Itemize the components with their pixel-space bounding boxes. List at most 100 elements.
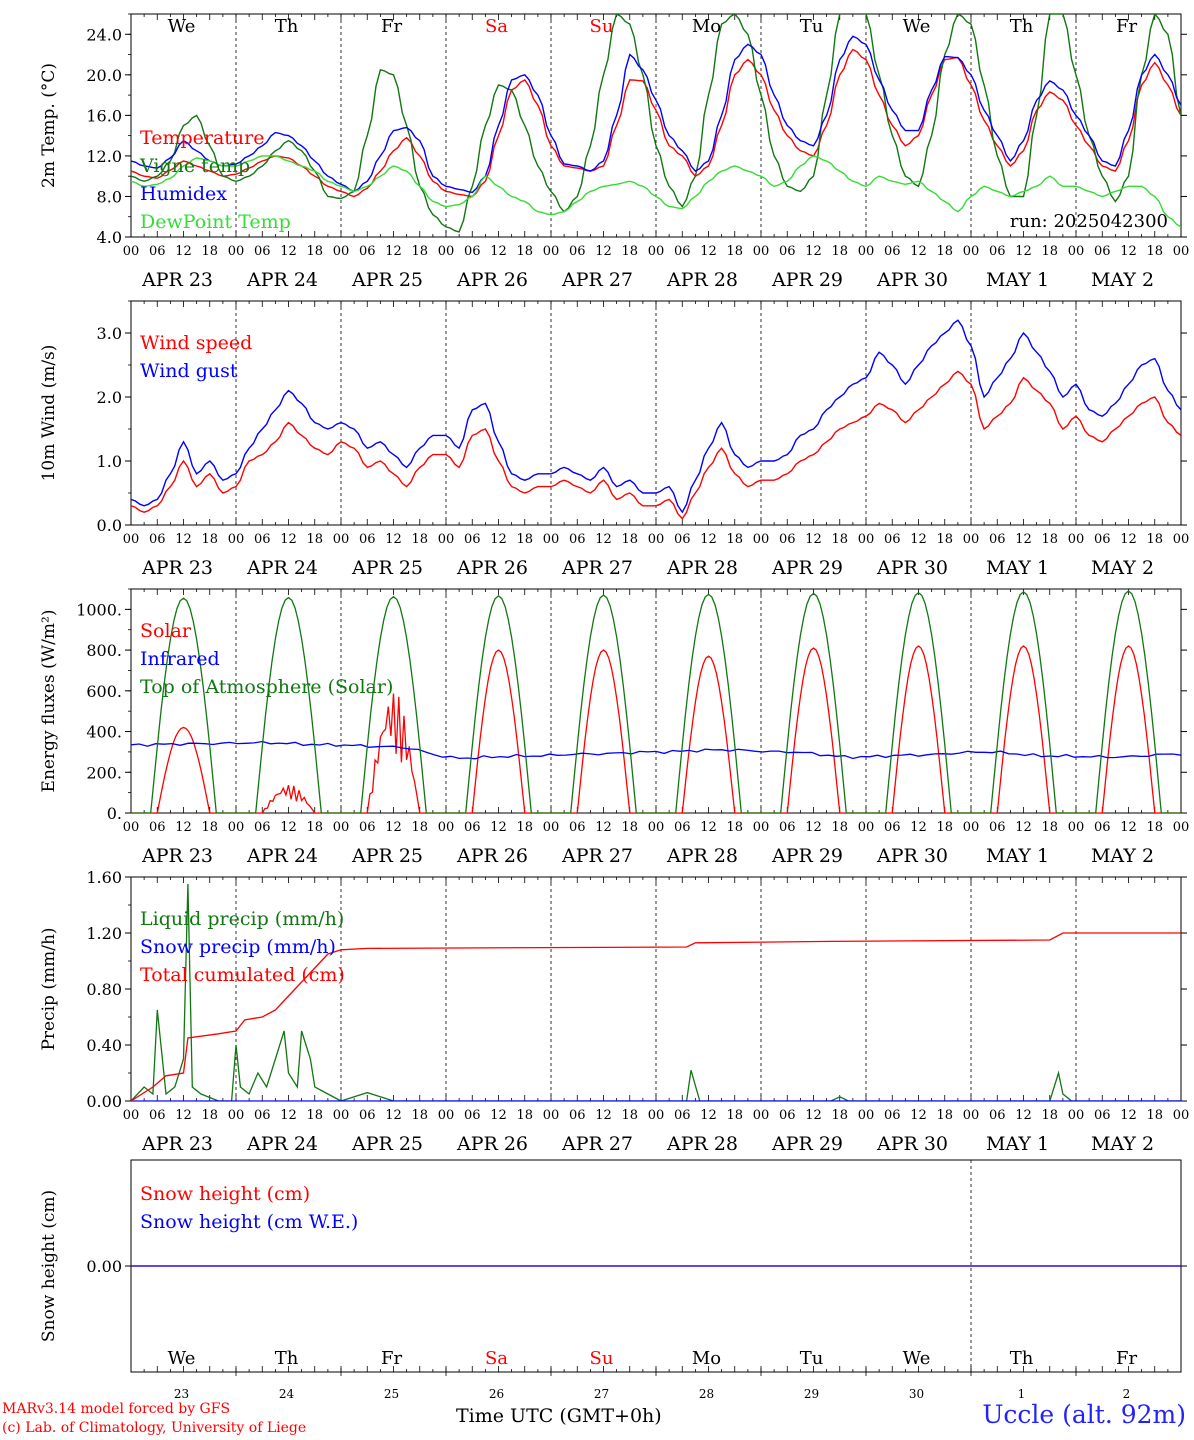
- date-label: APR 30: [876, 557, 948, 579]
- hour-label: 00: [648, 532, 665, 547]
- hour-label: 00: [438, 244, 455, 259]
- model-credit: MARv3.14 model forced by GFS (c) Lab. of…: [2, 1400, 306, 1438]
- hour-label: 18: [516, 244, 533, 259]
- hour-label: 06: [464, 820, 481, 835]
- date-label: APR 26: [456, 557, 528, 579]
- hour-label: 18: [201, 244, 218, 259]
- hour-label: 18: [1041, 820, 1058, 835]
- hour-label: 12: [280, 1108, 297, 1123]
- date-label: APR 24: [246, 269, 318, 291]
- hour-label: 18: [201, 820, 218, 835]
- hour-label: 12: [805, 244, 822, 259]
- hour-label: 18: [411, 244, 428, 259]
- date-label: APR 26: [456, 845, 528, 867]
- hour-label: 00: [648, 244, 665, 259]
- legend-entry: Total cumulated (cm): [140, 964, 345, 986]
- hour-label: 00: [333, 244, 350, 259]
- date-label: APR 29: [771, 1133, 843, 1155]
- hour-label: 18: [306, 1108, 323, 1123]
- hour-label: 18: [831, 244, 848, 259]
- hour-label: 12: [700, 244, 717, 259]
- hour-label: 12: [1015, 532, 1032, 547]
- y-tick-label: 2.0: [97, 388, 122, 407]
- hour-label: 06: [884, 1108, 901, 1123]
- hour-label: 12: [700, 820, 717, 835]
- legend-entry: Wind speed: [140, 332, 252, 354]
- date-label: APR 23: [141, 269, 213, 291]
- hour-label: 12: [1120, 532, 1137, 547]
- hour-label: 06: [674, 1108, 691, 1123]
- hour-label: 12: [280, 820, 297, 835]
- date-label: APR 27: [561, 845, 633, 867]
- hour-label: 06: [464, 532, 481, 547]
- hour-label: 00: [123, 1108, 140, 1123]
- plot-frame: [130, 13, 1182, 238]
- date-label: APR 23: [141, 845, 213, 867]
- hour-label: 18: [411, 1108, 428, 1123]
- hour-label: 18: [516, 532, 533, 547]
- day-number-label: 29: [804, 1387, 819, 1400]
- legend-entry: Vigne temp: [139, 155, 250, 177]
- day-number-label: 1: [1018, 1387, 1026, 1400]
- day-number-label: 25: [384, 1387, 399, 1400]
- legend-entry: Snow height (cm W.E.): [140, 1211, 358, 1233]
- hour-label: 00: [753, 244, 770, 259]
- lab-line: (c) Lab. of Climatology, University of L…: [2, 1420, 307, 1436]
- weekday-label: Th: [1010, 1348, 1034, 1369]
- hour-label: 06: [884, 532, 901, 547]
- hour-label: 06: [464, 244, 481, 259]
- hour-label: 00: [648, 1108, 665, 1123]
- date-label: APR 29: [771, 269, 843, 291]
- date-label: APR 23: [141, 557, 213, 579]
- hour-label: 18: [936, 532, 953, 547]
- hour-label: 18: [936, 820, 953, 835]
- legend-entry: Solar: [140, 620, 192, 642]
- day-number-label: 27: [594, 1387, 609, 1400]
- hour-label: 18: [621, 532, 638, 547]
- hour-label: 18: [201, 532, 218, 547]
- hour-label: 18: [936, 1108, 953, 1123]
- hour-label: 18: [411, 532, 428, 547]
- hour-label: 00: [228, 1108, 245, 1123]
- hour-label: 12: [595, 244, 612, 259]
- date-label: APR 29: [771, 845, 843, 867]
- date-label: MAY 1: [986, 1133, 1049, 1155]
- hour-label: 00: [963, 1108, 980, 1123]
- hour-label: 06: [1094, 244, 1111, 259]
- date-label: APR 25: [351, 845, 423, 867]
- hour-label: 00: [963, 244, 980, 259]
- model-line: MARv3.14 model forced by GFS: [2, 1401, 231, 1417]
- y-tick-label: 1.0: [97, 452, 122, 471]
- date-label: MAY 1: [986, 557, 1049, 579]
- hour-label: 00: [1068, 244, 1085, 259]
- date-label: APR 28: [666, 557, 738, 579]
- hour-label: 12: [175, 1108, 192, 1123]
- hour-label: 00: [543, 1108, 560, 1123]
- hour-label: 06: [989, 244, 1006, 259]
- date-label: APR 30: [876, 269, 948, 291]
- date-label: MAY 2: [1091, 269, 1154, 291]
- hour-label: 06: [359, 244, 376, 259]
- hour-label: 06: [569, 532, 586, 547]
- weekday-label: Su: [590, 16, 614, 37]
- hour-label: 00: [123, 532, 140, 547]
- hour-label: 00: [543, 244, 560, 259]
- date-label: APR 24: [246, 557, 318, 579]
- hour-label: 12: [385, 820, 402, 835]
- hour-label: 00: [333, 820, 350, 835]
- hour-label: 06: [149, 820, 166, 835]
- weekday-label: Fr: [1116, 1348, 1137, 1369]
- hour-label: 18: [306, 244, 323, 259]
- hour-label: 18: [1041, 1108, 1058, 1123]
- hour-label: 18: [726, 820, 743, 835]
- series-line-1: [131, 370, 1181, 520]
- hour-label: 06: [149, 532, 166, 547]
- date-label: APR 23: [141, 1133, 213, 1155]
- hour-label: 18: [1146, 820, 1163, 835]
- hour-label: 18: [201, 1108, 218, 1123]
- series-group: [131, 590, 1181, 813]
- weekday-label: We: [903, 16, 931, 37]
- day-number-label: 2: [1123, 1387, 1131, 1400]
- hour-label: 00: [543, 820, 560, 835]
- hour-label: 18: [726, 532, 743, 547]
